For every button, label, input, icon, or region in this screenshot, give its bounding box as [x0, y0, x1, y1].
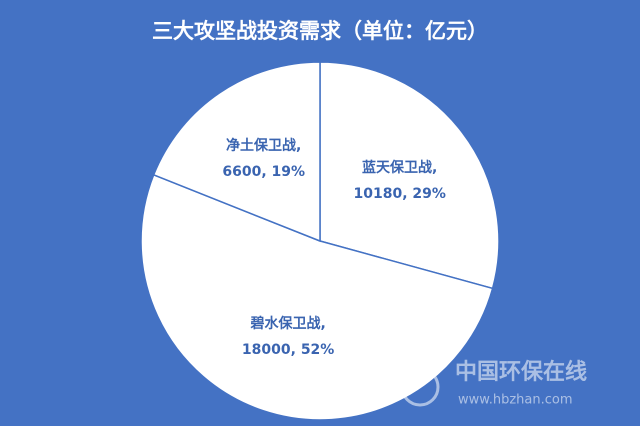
- slice-label: 净土保卫战,: [226, 137, 301, 154]
- slice-label: 碧水保卫战,: [249, 315, 325, 332]
- value-label: 10180, 29%: [354, 186, 446, 202]
- pie-slice: [319, 61, 500, 290]
- watermark-logo: [400, 367, 440, 407]
- value-label: 18000, 52%: [242, 342, 334, 358]
- slice-label: 蓝天保卫战,: [362, 159, 437, 176]
- pie: [140, 61, 500, 421]
- watermark-url: www.hbzhan.com: [458, 393, 573, 408]
- watermark-name: 中国环保在线: [455, 359, 587, 385]
- pie-slice: [152, 61, 321, 243]
- chart-title: 三大攻坚战投资需求（单位：亿元）: [152, 19, 488, 43]
- value-label: 6600, 19%: [222, 164, 305, 180]
- pie-slice: [140, 173, 494, 421]
